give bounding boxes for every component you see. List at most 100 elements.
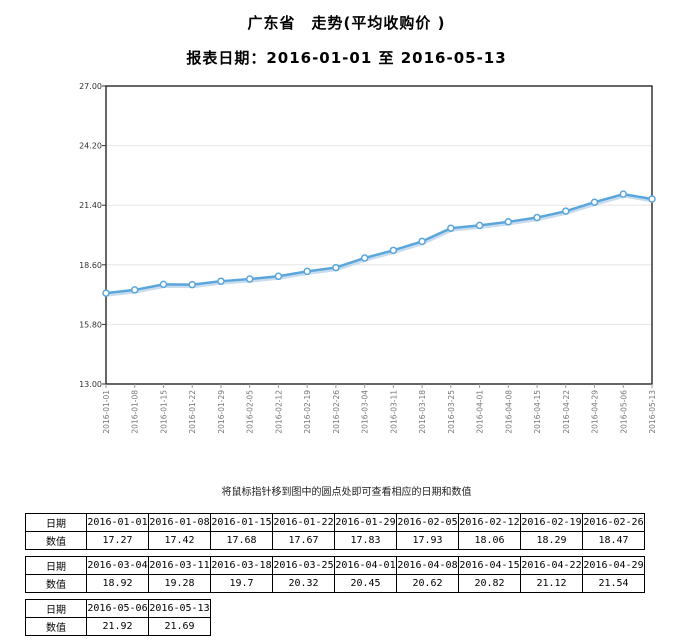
report-date-range: 报表日期：2016-01-01 至 2016-05-13: [186, 49, 507, 67]
value-cell: 17.67: [272, 531, 335, 550]
data-point: [504, 218, 513, 226]
data-point: [389, 246, 398, 255]
x-tick-label: 2016-03-04: [361, 390, 370, 434]
date-cell: 2016-01-08: [148, 513, 211, 532]
value-row: 数值 21.92 21.69: [25, 617, 211, 636]
data-point: [590, 198, 599, 206]
series-shadow: [106, 194, 654, 297]
y-tick-label: 13.00: [79, 380, 102, 389]
x-tick-label: 2016-05-06: [619, 390, 628, 434]
data-point: [475, 221, 484, 230]
x-tick-label: 2016-02-26: [332, 390, 341, 434]
data-point: [447, 224, 455, 232]
grid-lines: [106, 85, 652, 385]
date-header: 日期: [25, 513, 87, 532]
data-point: [648, 195, 656, 203]
x-tick-label: 2016-04-22: [562, 390, 571, 434]
value-cell: 18.47: [582, 531, 645, 550]
data-point: [217, 277, 225, 285]
data-point: [418, 237, 426, 246]
x-tick-label: 2016-02-05: [246, 390, 255, 434]
date-cell: 2016-03-25: [272, 556, 335, 575]
value-cell: 19.28: [148, 574, 211, 593]
data-table-3: 日期 2016-05-06 2016-05-13 数值 21.92 21.69: [25, 599, 211, 636]
value-cell: 18.06: [458, 531, 521, 550]
x-tick-label: 2016-04-01: [476, 390, 485, 434]
series: [102, 190, 656, 297]
x-tick-label: 2016-05-13: [648, 390, 657, 434]
x-tick-label: 2016-04-15: [533, 390, 542, 434]
line-chart: 13.00 15.80 18.60 21.40 24.20 27.00 2016-01-0…: [79, 82, 657, 434]
date-cell: 2016-02-05: [396, 513, 459, 532]
x-tick-label: 2016-04-08: [504, 390, 513, 434]
y-tick-label: 27.00: [79, 82, 102, 91]
y-axis: 13.00 15.80 18.60 21.40 24.20 27.00: [79, 82, 106, 389]
value-row: 数值 17.27 17.42 17.68 17.67 17.83 17.93 18.06 18.…: [25, 531, 645, 550]
date-cell: 2016-04-01: [334, 556, 397, 575]
value-cell: 20.82: [458, 574, 521, 593]
date-cell: 2016-01-22: [272, 513, 335, 532]
data-point: [562, 207, 570, 215]
data-table-2: 日期 2016-03-04 2016-03-11 2016-03-18 2016-03-…: [25, 556, 645, 593]
date-cell: 2016-03-11: [148, 556, 211, 575]
date-row: 日期 2016-03-04 2016-03-11 2016-03-18 2016-03-…: [25, 556, 645, 575]
date-header: 日期: [25, 556, 87, 575]
date-cell: 2016-04-29: [582, 556, 645, 575]
date-cell: 2016-01-15: [210, 513, 273, 532]
plot-frame: [105, 85, 653, 385]
data-point: [533, 213, 541, 222]
x-tick-label: 2016-01-15: [159, 390, 168, 434]
x-tick-label: 2016-01-29: [217, 390, 226, 434]
data-point: [303, 267, 311, 276]
date-cell: 2016-01-01: [86, 513, 149, 532]
value-header: 数值: [25, 617, 87, 636]
date-cell: 2016-02-26: [582, 513, 645, 532]
value-cell: 17.93: [396, 531, 459, 550]
x-tick-label: 2016-03-25: [447, 390, 456, 434]
data-point: [332, 263, 340, 272]
value-cell: 21.12: [520, 574, 583, 593]
value-cell: 17.42: [148, 531, 211, 550]
y-tick-label: 18.60: [79, 261, 102, 270]
value-row: 数值 18.92 19.28 19.7 20.32 20.45 20.62 20.82 21.1…: [25, 574, 645, 593]
value-cell: 19.7: [210, 574, 273, 593]
y-tick-label: 21.40: [79, 201, 102, 210]
y-tick-label: 15.80: [79, 320, 102, 329]
data-point: [274, 272, 283, 281]
value-cell: 18.29: [520, 531, 583, 550]
chart-title: 广东省 走势(平均收购价 ): [247, 14, 446, 32]
date-cell: 2016-04-22: [520, 556, 583, 575]
x-tick-label: 2016-04-29: [591, 390, 600, 434]
value-cell: 18.92: [86, 574, 149, 593]
date-cell: 2016-03-04: [86, 556, 149, 575]
data-point: [188, 280, 196, 289]
value-header: 数值: [25, 531, 87, 550]
value-cell: 21.92: [86, 617, 149, 636]
value-cell: 17.83: [334, 531, 397, 550]
value-cell: 20.32: [272, 574, 335, 593]
data-point: [245, 275, 254, 283]
x-tick-label: 2016-01-22: [188, 390, 197, 434]
value-cell: 17.27: [86, 531, 149, 550]
value-cell: 20.45: [334, 574, 397, 593]
x-tick-label: 2016-02-12: [274, 390, 283, 434]
y-tick-label: 24.20: [79, 142, 102, 151]
x-axis: 2016-01-01 2016-01-08 2016-01-15 2016-01-22…: [102, 384, 657, 434]
date-row: 日期 2016-01-01 2016-01-08 2016-01-15 2016-01-…: [25, 513, 645, 532]
date-cell: 2016-05-13: [148, 599, 211, 618]
data-table-1: 日期 2016-01-01 2016-01-08 2016-01-15 2016-01-…: [25, 513, 645, 550]
series-line: [105, 192, 653, 295]
date-row: 日期 2016-05-06 2016-05-13: [25, 599, 211, 618]
hover-hint: 将鼠标指针移到图中的圆点处即可查看相应的日期和数值: [221, 487, 472, 498]
x-tick-label: 2016-03-18: [418, 390, 427, 434]
date-cell: 2016-02-12: [458, 513, 521, 532]
date-cell: 2016-01-29: [334, 513, 397, 532]
value-header: 数值: [25, 574, 87, 593]
data-point: [130, 286, 139, 294]
value-cell: 21.69: [148, 617, 211, 636]
value-cell: 21.54: [582, 574, 645, 593]
data-point: [102, 289, 110, 297]
data-point: [360, 254, 369, 262]
data-point: [619, 190, 628, 198]
value-cell: 17.68: [210, 531, 273, 550]
